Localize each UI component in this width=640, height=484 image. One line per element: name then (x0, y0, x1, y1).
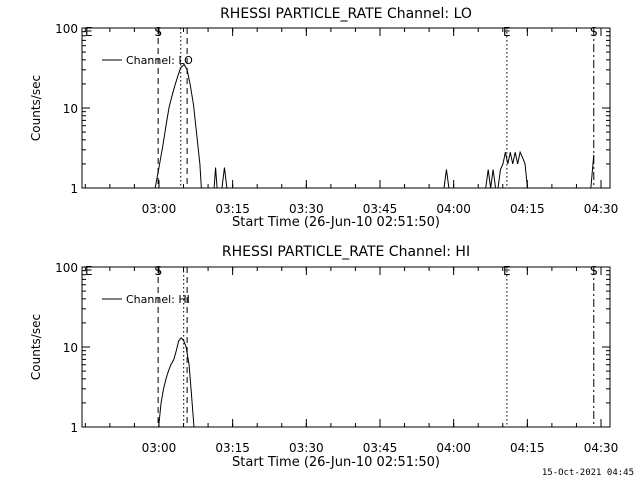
x-tick-label: 03:00 (142, 441, 177, 455)
y-axis-label: Counts/sec (29, 75, 43, 141)
event-marker-label: S (154, 25, 162, 39)
x-tick-label: 03:30 (289, 202, 324, 216)
y-tick-label: 1 (70, 421, 78, 435)
generation-timestamp: 15-Oct-2021 04:45 (541, 468, 634, 478)
event-marker-label: E (85, 25, 93, 39)
x-tick-label: 04:00 (436, 202, 471, 216)
data-series-line-late (439, 150, 595, 189)
x-tick-label: 04:15 (510, 441, 545, 455)
y-axis-label: Counts/sec (29, 314, 43, 380)
x-tick-label: 04:00 (436, 441, 471, 455)
panel-1: RHESSI PARTICLE_RATE Channel: HI Start Ti… (29, 244, 618, 470)
x-tick-label: 03:15 (215, 202, 250, 216)
legend-label: Channel: LO (126, 54, 193, 67)
event-marker-label: E (85, 264, 93, 278)
event-marker-label: S (154, 264, 162, 278)
x-tick-label: 03:45 (363, 441, 398, 455)
legend-label: Channel: HI (126, 293, 190, 306)
event-marker-label: E (503, 264, 511, 278)
chart-title: RHESSI PARTICLE_RATE Channel: LO (220, 6, 472, 22)
x-tick-label: 04:30 (584, 441, 619, 455)
chart-title: RHESSI PARTICLE_RATE Channel: HI (222, 244, 470, 260)
x-tick-label: 04:15 (510, 202, 545, 216)
y-tick-label: 10 (63, 341, 78, 355)
x-axis-label: Start Time (26-Jun-10 02:51:50) (232, 455, 440, 470)
event-marker-label: E (503, 25, 511, 39)
x-tick-label: 03:45 (363, 202, 398, 216)
data-series-line (154, 63, 267, 189)
x-tick-label: 04:30 (584, 202, 619, 216)
panel-0: RHESSI PARTICLE_RATE Channel: LO Start Ti… (29, 6, 618, 230)
x-tick-label: 03:15 (215, 441, 250, 455)
y-tick-label: 1 (70, 182, 78, 196)
x-tick-label: 03:30 (289, 441, 324, 455)
y-tick-label: 100 (55, 22, 78, 36)
x-tick-label: 03:00 (142, 202, 177, 216)
data-series-line (158, 337, 195, 428)
y-tick-label: 100 (55, 261, 78, 275)
event-marker-label: S (590, 25, 598, 39)
event-marker-label: S (590, 264, 598, 278)
x-axis-label: Start Time (26-Jun-10 02:51:50) (232, 215, 440, 230)
plot-frame (81, 27, 611, 189)
y-tick-label: 10 (63, 102, 78, 116)
